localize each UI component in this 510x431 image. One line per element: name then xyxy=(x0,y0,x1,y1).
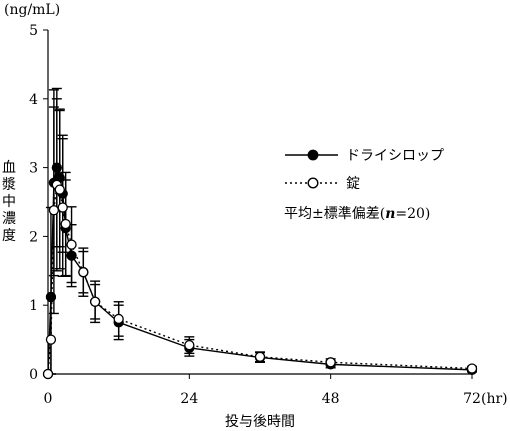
x-tick-label: 0 xyxy=(44,391,53,407)
legend: ドライシロップ 錠 平均±標準偏差(n=20) xyxy=(284,148,444,222)
data-point xyxy=(113,313,124,325)
x-tick-label: 48 xyxy=(322,391,340,407)
y-axis-title-char: 血 xyxy=(2,160,16,176)
legend-item-dry-syrup: ドライシロップ xyxy=(285,148,444,164)
axes xyxy=(47,30,472,375)
data-point xyxy=(184,339,195,351)
y-axis-title-char: 中 xyxy=(2,194,16,210)
x-axis-title: 投与後時間 xyxy=(225,414,295,430)
y-tick-label: 0 xyxy=(29,367,38,383)
series-markers-dry-syrup xyxy=(42,162,478,380)
data-point xyxy=(78,267,89,278)
series-markers-tablet xyxy=(42,179,478,380)
y-tick-label: 4 xyxy=(29,92,38,108)
y-axis-title: 血漿中濃度 xyxy=(2,160,16,244)
y-unit-label: (ng/mL) xyxy=(4,2,60,18)
data-point xyxy=(254,351,266,362)
data-point xyxy=(60,218,71,230)
legend-marker-tablet xyxy=(307,177,319,189)
data-point xyxy=(48,205,60,216)
y-ticks: 0 1 2 3 4 5 xyxy=(29,23,48,383)
x-unit-label: (hr) xyxy=(481,391,508,407)
data-point xyxy=(66,250,77,261)
stats-annotation: 平均±標準偏差(n=20) xyxy=(284,206,430,222)
x-tick-label: 72 xyxy=(463,391,481,407)
stats-annotation-suffix: =20) xyxy=(395,206,430,222)
y-axis-title-char: 濃 xyxy=(2,211,16,227)
data-point xyxy=(466,363,478,374)
y-tick-label: 5 xyxy=(29,23,38,39)
y-tick-label: 2 xyxy=(29,229,38,245)
y-tick-label: 1 xyxy=(29,298,38,314)
data-point xyxy=(45,334,57,345)
series-layer xyxy=(42,87,478,380)
legend-marker-dry-syrup xyxy=(307,149,319,161)
legend-item-tablet: 錠 xyxy=(285,176,360,192)
data-point xyxy=(45,291,57,303)
y-tick-label: 3 xyxy=(29,161,38,177)
x-tick-label: 24 xyxy=(180,391,198,407)
x-ticks: 0 24 48 72 xyxy=(44,374,481,407)
series-line xyxy=(47,167,473,375)
y-axis-title-char: 度 xyxy=(2,228,16,244)
y-axis-title-char: 漿 xyxy=(2,177,16,193)
series-tablet xyxy=(45,98,477,375)
legend-label-tablet: 錠 xyxy=(346,176,360,192)
data-point xyxy=(51,162,62,173)
stats-annotation-prefix: 平均±標準偏差( xyxy=(284,206,385,222)
series-dry-syrup xyxy=(45,87,477,375)
data-point xyxy=(325,357,336,368)
stats-annotation-n: n xyxy=(385,206,395,222)
data-point xyxy=(57,202,68,213)
data-point xyxy=(66,239,77,250)
data-point xyxy=(89,296,101,307)
data-point xyxy=(54,184,65,195)
data-point xyxy=(42,368,54,380)
legend-label-dry-syrup: ドライシロップ xyxy=(346,148,444,164)
